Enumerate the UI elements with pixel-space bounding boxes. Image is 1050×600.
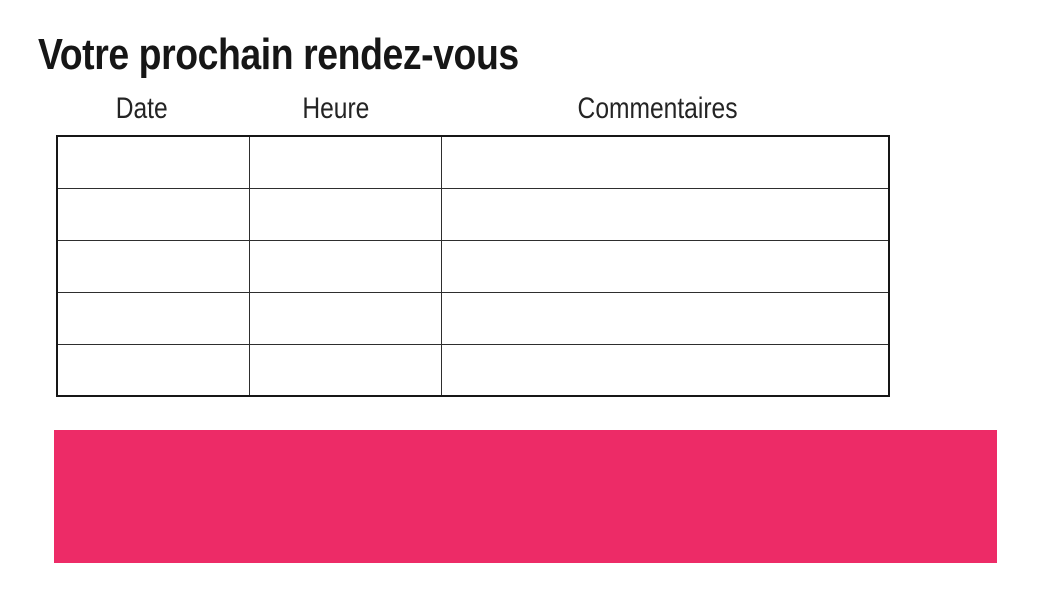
table-row: [56, 239, 890, 293]
column-header-date: Date: [44, 92, 239, 126]
table-row: [56, 343, 890, 397]
appointments-table: [56, 135, 890, 397]
table-cell: [56, 343, 250, 397]
table-row: [56, 135, 890, 189]
table-cell: [248, 135, 442, 189]
page-title: Votre prochain rendez-vous: [38, 30, 519, 79]
table-cell: [248, 239, 442, 293]
table-cell: [440, 343, 890, 397]
table-cell: [56, 135, 250, 189]
table-cell: [56, 291, 250, 345]
table-row: [56, 291, 890, 345]
column-header-heure: Heure: [239, 92, 433, 126]
table-cell: [440, 291, 890, 345]
table-header-row: Date Heure Commentaires: [44, 92, 883, 126]
table-cell: [248, 291, 442, 345]
table-cell: [248, 187, 442, 241]
table-cell: [440, 239, 890, 293]
highlight-banner: [54, 430, 997, 563]
table-row: [56, 187, 890, 241]
column-header-heure-label: Heure: [302, 92, 370, 125]
column-header-commentaires: Commentaires: [433, 92, 883, 126]
appointments-table-container: [56, 135, 890, 397]
table-cell: [56, 239, 250, 293]
table-cell: [56, 187, 250, 241]
column-header-date-label: Date: [115, 92, 168, 125]
table-cell: [440, 187, 890, 241]
table-cell: [440, 135, 890, 189]
table-cell: [248, 343, 442, 397]
appointments-table-body: [56, 135, 890, 397]
column-header-commentaires-label: Commentaires: [578, 92, 738, 125]
